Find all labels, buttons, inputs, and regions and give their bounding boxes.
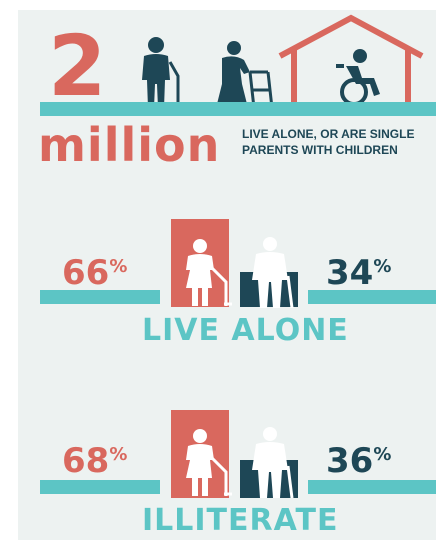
headline-bar	[40, 102, 436, 116]
live-alone-right-bar	[308, 290, 436, 304]
headline-description: LIVE ALONE, OR ARE SINGLE PARENTS WITH C…	[242, 127, 415, 157]
headline-number: 2	[48, 17, 107, 115]
elderly-woman-icon	[178, 238, 238, 308]
elderly-man-icon	[240, 236, 300, 308]
elderly-man-icon	[240, 426, 300, 498]
house-wheelchair-icon	[274, 14, 428, 114]
illiterate-right-bar	[308, 480, 436, 494]
headline-unit: million	[38, 118, 221, 172]
illiterate-left-percent: 68%	[62, 441, 128, 481]
infographic-panel: 2 million LIVE ALONE, OR ARE SINGLE PARE…	[18, 10, 436, 540]
elderly-man-cane-icon	[132, 36, 190, 108]
live-alone-right-percent: 34%	[326, 253, 392, 293]
elderly-woman-walker-icon	[204, 40, 276, 108]
illiterate-left-bar	[40, 480, 160, 494]
elderly-woman-icon	[178, 428, 238, 498]
live-alone-left-bar	[40, 290, 160, 304]
illiterate-right-percent: 36%	[326, 441, 392, 481]
live-alone-label: LIVE ALONE	[142, 313, 349, 348]
live-alone-left-percent: 66%	[62, 253, 128, 293]
illiterate-label: ILLITERATE	[142, 503, 339, 538]
